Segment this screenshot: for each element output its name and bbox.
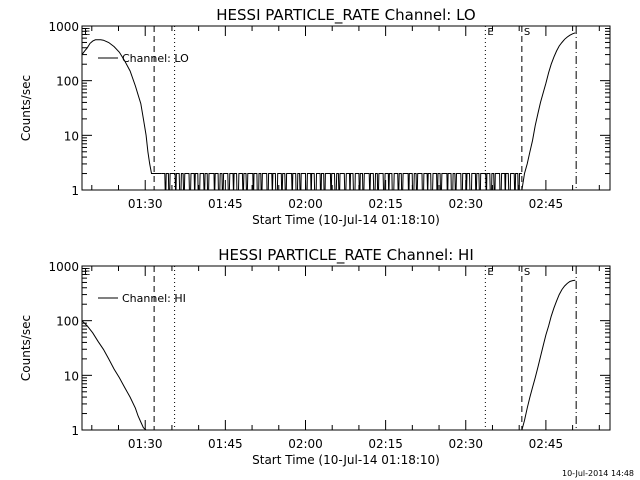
y-tick-label: 1000 — [48, 20, 79, 34]
chart-panel-2: HESSI PARTICLE_RATE Channel: HI Counts/se… — [19, 246, 611, 467]
event-marker-label: E — [84, 27, 90, 38]
plot-frame — [81, 265, 611, 431]
y-tick-label: 1000 — [48, 260, 79, 274]
y-tick-label: 100 — [56, 75, 79, 89]
x-tick-label: 02:15 — [368, 437, 403, 451]
x-tick-label: 01:45 — [208, 197, 243, 211]
x-tick-label: 01:45 — [208, 437, 243, 451]
y-tick-label: 100 — [56, 315, 79, 329]
plot-timestamp: 10-Jul-2014 14:48 — [561, 469, 634, 478]
x-tick-label: 01:30 — [128, 437, 163, 451]
x-tick-label: 02:45 — [529, 437, 564, 451]
y-axis-label: Counts/sec — [19, 75, 33, 141]
y-axis-label: Counts/sec — [19, 315, 33, 381]
series-line-1-segment-2 — [161, 173, 522, 191]
series-line-1-segment-3 — [521, 32, 576, 191]
series-line-2-segment-1 — [81, 320, 147, 431]
x-tick-label: 02:45 — [529, 197, 564, 211]
y-tick-label: 1 — [71, 424, 79, 438]
x-tick-label: 02:30 — [448, 197, 483, 211]
event-marker-label: E — [84, 267, 90, 278]
event-marker-label: S — [524, 27, 530, 38]
legend-label: Channel: LO — [122, 52, 189, 65]
series-line-2-segment-2 — [521, 279, 576, 431]
chart-title: HESSI PARTICLE_RATE Channel: HI — [218, 246, 474, 265]
series-line-1-segment-1 — [81, 39, 162, 174]
chart-title: HESSI PARTICLE_RATE Channel: LO — [216, 6, 475, 25]
plot-frame — [81, 25, 611, 191]
event-marker-label: E — [487, 267, 493, 278]
x-axis-label: Start Time (10-Jul-14 01:18:10) — [252, 453, 440, 467]
event-marker-label: S — [524, 267, 530, 278]
y-tick-label: 10 — [64, 369, 79, 383]
x-tick-label: 02:15 — [368, 197, 403, 211]
event-marker-label: E — [487, 27, 493, 38]
y-tick-label: 10 — [64, 129, 79, 143]
legend-label: Channel: HI — [122, 292, 186, 305]
x-tick-label: 01:30 — [128, 197, 163, 211]
x-tick-label: 02:00 — [288, 197, 323, 211]
x-tick-label: 02:30 — [448, 437, 483, 451]
chart-panel-1: HESSI PARTICLE_RATE Channel: LO Counts/se… — [19, 6, 611, 227]
x-tick-label: 02:00 — [288, 437, 323, 451]
y-tick-label: 1 — [71, 184, 79, 198]
x-axis-label: Start Time (10-Jul-14 01:18:10) — [252, 213, 440, 227]
